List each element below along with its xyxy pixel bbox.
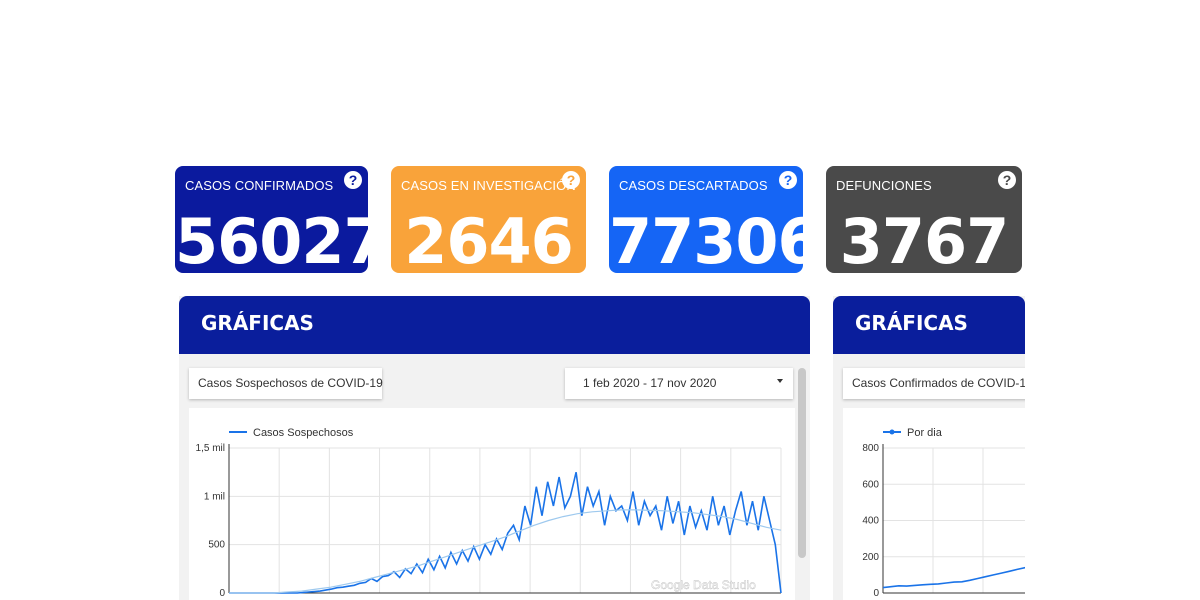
metric-dropdown-label: Casos Confirmados de COVID-19 xyxy=(852,376,1025,390)
y-tick-label: 1 mil xyxy=(204,491,225,502)
metric-dropdown[interactable]: Casos Confirmados de COVID-19 xyxy=(843,368,1025,399)
legend-dot xyxy=(889,429,895,435)
charts-panel-confirmados: GRÁFICAS Casos Confirmados de COVID-19 0… xyxy=(833,296,1025,600)
y-tick-label: 800 xyxy=(862,443,879,454)
card-casos-confirmados: CASOS CONFIRMADOS ? 56027 xyxy=(175,166,368,273)
y-tick-label: 200 xyxy=(862,552,879,563)
legend-label: Por dia xyxy=(907,427,943,439)
charts-panel-sospechosos: GRÁFICAS Casos Sospechosos de COVID-19 1… xyxy=(179,296,810,600)
legend: Casos Sospechosos xyxy=(229,427,354,439)
y-tick-label: 0 xyxy=(219,588,225,599)
panel-scrollbar[interactable] xyxy=(798,368,806,558)
panel-title: GRÁFICAS xyxy=(855,311,968,335)
card-label: DEFUNCIONES xyxy=(836,178,932,193)
legend: Por dia xyxy=(883,427,943,439)
card-label: CASOS EN INVESTIGACIÓN xyxy=(401,178,576,193)
chart-area: 0 200 400 600 800 Por dia xyxy=(843,408,1025,600)
panel-header: GRÁFICAS xyxy=(833,296,1025,354)
metric-dropdown-label: Casos Sospechosos de COVID-19 xyxy=(198,376,383,390)
card-value: 77306 xyxy=(609,205,803,274)
card-value: 2646 xyxy=(404,205,574,274)
question-circle-icon[interactable]: ? xyxy=(562,171,580,189)
y-tick-label: 400 xyxy=(862,516,879,527)
watermark-text: Google Data Studio xyxy=(651,578,756,592)
y-tick-label: 0 xyxy=(873,588,879,599)
confirmed-cases-chart: 0 200 400 600 800 Por dia xyxy=(862,427,1025,599)
chart-area: 0 500 1 mil 1,5 mil Casos Sospechosos Google … xyxy=(189,408,795,600)
suspected-cases-chart: 0 500 1 mil 1,5 mil Casos Sospechosos Google … xyxy=(196,427,782,599)
card-value: 56027 xyxy=(175,205,368,274)
y-tick-label: 1,5 mil xyxy=(196,443,225,454)
y-tick-label: 600 xyxy=(862,479,879,490)
panel-title: GRÁFICAS xyxy=(201,311,314,335)
question-circle-icon[interactable]: ? xyxy=(344,171,362,189)
panel-header: GRÁFICAS xyxy=(179,296,810,354)
card-value: 3767 xyxy=(839,205,1010,274)
series-line xyxy=(229,472,782,594)
card-casos-descartados: CASOS DESCARTADOS ? 77306 xyxy=(609,166,803,273)
question-circle-icon[interactable]: ? xyxy=(779,171,797,189)
card-defunciones: DEFUNCIONES ? 3767 xyxy=(826,166,1022,273)
y-tick-label: 500 xyxy=(208,540,225,551)
series-line xyxy=(882,566,1025,589)
date-range-dropdown[interactable]: 1 feb 2020 - 17 nov 2020 xyxy=(565,368,793,399)
card-casos-en-investigacion: CASOS EN INVESTIGACIÓN ? 2646 xyxy=(391,166,586,273)
legend-label: Casos Sospechosos xyxy=(253,427,354,439)
caret-down-icon xyxy=(777,379,783,383)
date-range-label: 1 feb 2020 - 17 nov 2020 xyxy=(583,376,717,390)
card-label: CASOS DESCARTADOS xyxy=(619,178,768,193)
metric-dropdown[interactable]: Casos Sospechosos de COVID-19 xyxy=(189,368,383,399)
card-label: CASOS CONFIRMADOS xyxy=(185,178,334,193)
trend-line xyxy=(229,509,782,594)
question-circle-icon[interactable]: ? xyxy=(998,171,1016,189)
